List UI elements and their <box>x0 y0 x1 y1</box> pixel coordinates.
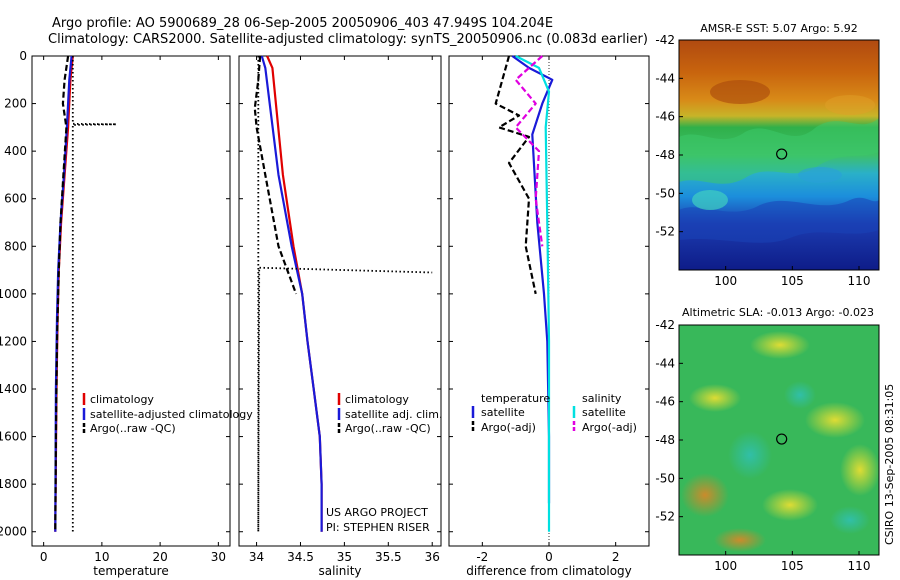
header-line-1: Argo profile: AO 5900689_28 06-Sep-2005 … <box>52 16 553 31</box>
x-tick-label: 100 <box>714 274 737 288</box>
y-tick-label: 1000 <box>0 287 27 301</box>
series-line <box>515 55 551 532</box>
legend-group-title: salinity <box>582 392 622 405</box>
y-tick-label: 400 <box>4 144 27 158</box>
x-tick-label: 34.5 <box>287 550 314 564</box>
legend-difference: temperature satellite Argo(-adj) salinit… <box>471 392 637 434</box>
y-tick-label: 1400 <box>0 382 27 396</box>
y-tick-label: -46 <box>655 110 675 124</box>
legend-label: Argo(-adj) <box>582 421 637 434</box>
map-axes: 100 105 110 -42 -44 -46 -48 -50 -52 <box>655 318 870 573</box>
x-tick-label: 0 <box>40 550 48 564</box>
x-tick-label: 10 <box>94 550 109 564</box>
y-tick-label: 1200 <box>0 334 27 348</box>
legend-temperature: climatology satellite-adjusted climatolo… <box>82 393 253 435</box>
legend-salinity: climatology satellite adj. clim. Argo(..… <box>337 393 442 435</box>
y-tick-label: -50 <box>655 471 675 485</box>
x-axis-label: difference from climatology <box>466 564 632 578</box>
x-tick-label: 110 <box>848 559 871 573</box>
y-tick-label: -46 <box>655 395 675 409</box>
y-tick-label: -44 <box>655 356 675 370</box>
x-tick-label: 110 <box>848 274 871 288</box>
legend-label: Argo(..raw -QC) <box>90 422 176 435</box>
panel-frame <box>31 55 231 547</box>
y-tick-label: -42 <box>655 33 675 47</box>
legend-label: Argo(..raw -QC) <box>345 422 431 435</box>
legend-label: Argo(-adj) <box>481 421 536 434</box>
x-tick-label: 105 <box>781 274 804 288</box>
x-tick-label: 35.5 <box>375 550 402 564</box>
series-line <box>494 55 537 295</box>
x-tick-label: 34 <box>249 550 264 564</box>
y-tick-label: -44 <box>655 71 675 85</box>
y-tick-label: 2000 <box>0 525 27 539</box>
sst-map <box>678 39 880 271</box>
series-line <box>54 55 70 532</box>
y-tick-label: 0 <box>19 49 27 63</box>
timestamp-label: CSIRO 13-Sep-2005 08:31:05 <box>883 384 896 545</box>
x-tick-label: 35 <box>337 550 352 564</box>
float-location-marker <box>776 433 788 445</box>
y-tick-label: -52 <box>655 510 675 524</box>
series-line <box>253 55 298 295</box>
x-axis-label: salinity <box>318 564 361 578</box>
y-tick-label: -52 <box>655 225 675 239</box>
legend-label: satellite <box>582 406 626 419</box>
y-tick-label: -50 <box>655 186 675 200</box>
sla-map-title: Altimetric SLA: -0.013 Argo: -0.023 <box>682 306 874 319</box>
credit-pi: PI: STEPHEN RISER <box>326 521 430 534</box>
y-tick-label: 600 <box>4 192 27 206</box>
legend-label: climatology <box>345 393 409 406</box>
legend-label: satellite-adjusted climatology <box>90 408 253 421</box>
plots: 0 10 20 30temperature0200400600800100012001… <box>0 33 870 578</box>
y-tick-label: 800 <box>4 239 27 253</box>
x-tick-label: 100 <box>714 559 737 573</box>
y-tick-label: -42 <box>655 318 675 332</box>
legend-label: satellite <box>481 406 525 419</box>
sla-map <box>678 324 880 556</box>
series-line <box>260 55 323 532</box>
float-location-marker <box>776 148 788 160</box>
x-tick-label: 105 <box>781 559 804 573</box>
x-tick-label: 30 <box>211 550 226 564</box>
x-tick-label: 0 <box>545 550 553 564</box>
legend-label: climatology <box>90 393 154 406</box>
y-tick-label: -48 <box>655 433 675 447</box>
x-tick-label: 2 <box>612 550 620 564</box>
sst-map-title: AMSR-E SST: 5.07 Argo: 5.92 <box>700 22 858 35</box>
header-line-2: Climatology: CARS2000. Satellite-adjuste… <box>48 32 648 47</box>
x-tick-label: 20 <box>152 550 167 564</box>
y-tick-label: 1800 <box>0 477 27 491</box>
x-tick-label: 36 <box>425 550 440 564</box>
panel-frame <box>238 55 442 547</box>
x-tick-label: -2 <box>476 550 488 564</box>
profile-panel: 34 34.5 35 35.5 36 salinity <box>238 55 442 578</box>
credit-project: US ARGO PROJECT <box>326 506 428 519</box>
y-tick-label: 1600 <box>0 430 27 444</box>
map-axes: 100 105 110 -42 -44 -46 -48 -50 -52 <box>655 33 870 288</box>
legend-label: satellite adj. clim. <box>345 408 442 421</box>
y-tick-label: 200 <box>4 97 27 111</box>
legend-group-title: temperature <box>481 392 550 405</box>
y-tick-label: -48 <box>655 148 675 162</box>
x-axis-label: temperature <box>93 564 168 578</box>
profile-panel: 0 10 20 30 temperature 0 200 400 600 800 1000 1200 1… <box>0 49 231 578</box>
